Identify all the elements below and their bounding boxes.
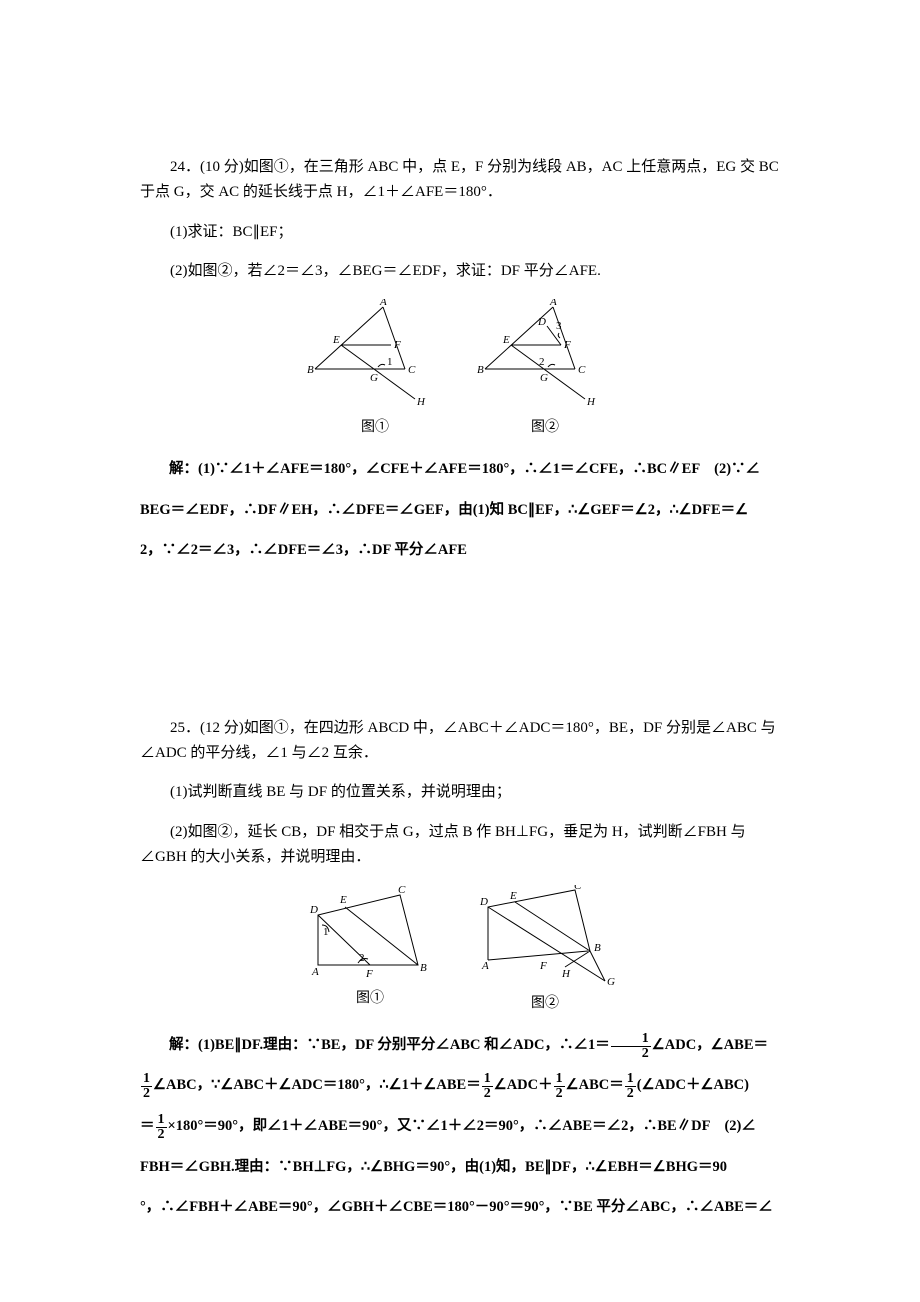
svg-text:E: E xyxy=(332,334,340,346)
q25-part1: (1)试判断直线 BE 与 DF 的位置关系，并说明理由； xyxy=(140,780,780,805)
q24-block: 24．(10 分)如图①，在三角形 ABC 中，点 E，F 分别为线段 AB，A… xyxy=(140,155,780,571)
svg-text:A: A xyxy=(481,960,489,972)
svg-text:A: A xyxy=(311,966,319,978)
svg-text:E: E xyxy=(339,894,347,906)
svg-text:F: F xyxy=(365,968,373,980)
q24-fig1-label: 图① xyxy=(361,416,389,439)
svg-text:H: H xyxy=(416,396,426,408)
q24-figure-2: A D E F B C G H 2 3 图② xyxy=(475,299,615,439)
svg-text:E: E xyxy=(509,890,517,902)
svg-text:E: E xyxy=(502,334,510,346)
q24-answer-l1: 解：(1)∵∠1＋∠AFE＝180°，∠CFE＋∠AFE＝180°，∴∠1＝∠C… xyxy=(140,449,780,490)
svg-text:C: C xyxy=(398,885,406,896)
svg-text:B: B xyxy=(477,364,484,376)
q24-figures: A E F B C G H 1 图① xyxy=(140,299,780,439)
q24-answer-l3: 2，∵∠2＝∠3，∴∠DFE＝∠3，∴DF 平分∠AFE xyxy=(140,530,780,571)
svg-text:F: F xyxy=(393,339,401,351)
svg-text:D: D xyxy=(537,316,546,328)
q25-figures: D E C A F B 1 2 图① xyxy=(140,885,780,1015)
q25-block: 25．(12 分)如图①，在四边形 ABCD 中，∠ABC＋∠ADC＝180°，… xyxy=(140,716,780,1228)
svg-text:G: G xyxy=(607,976,615,988)
q25-answer-l2: 12∠ABC，∵∠ABC＋∠ADC＝180°，∴∠1＋∠ABE＝12∠ADC＋1… xyxy=(140,1065,780,1106)
svg-text:F: F xyxy=(539,960,547,972)
svg-text:1: 1 xyxy=(387,356,393,368)
q25-fig1-label: 图① xyxy=(356,987,384,1010)
q25-answer-l4: FBH＝∠GBH.理由：∵BH⊥FG，∴∠BHG＝90°，由(1)知，BE∥DF… xyxy=(140,1147,780,1188)
svg-text:C: C xyxy=(578,364,586,376)
q24-answer: 解：(1)∵∠1＋∠AFE＝180°，∠CFE＋∠AFE＝180°，∴∠1＝∠C… xyxy=(140,449,780,571)
svg-text:G: G xyxy=(370,372,378,384)
svg-text:A: A xyxy=(549,299,557,308)
document-page: 24．(10 分)如图①，在三角形 ABC 中，点 E，F 分别为线段 AB，A… xyxy=(0,0,920,1302)
svg-text:D: D xyxy=(309,904,318,916)
svg-text:1: 1 xyxy=(323,926,329,938)
svg-text:C: C xyxy=(408,364,416,376)
q24-heading: 24．(10 分)如图①，在三角形 ABC 中，点 E，F 分别为线段 AB，A… xyxy=(140,155,780,205)
q25-heading: 25．(12 分)如图①，在四边形 ABCD 中，∠ABC＋∠ADC＝180°，… xyxy=(140,716,780,766)
svg-text:D: D xyxy=(479,896,488,908)
svg-text:3: 3 xyxy=(556,320,562,332)
q24-figure-1: A E F B C G H 1 图① xyxy=(305,299,445,439)
q25-answer: 解：(1)BE∥DF.理由：∵BE，DF 分别平分∠ABC 和∠ADC，∴∠1＝… xyxy=(140,1025,780,1228)
svg-text:B: B xyxy=(594,942,601,954)
svg-text:H: H xyxy=(586,396,596,408)
svg-text:F: F xyxy=(563,339,571,351)
q24-part1: (1)求证：BC∥EF； xyxy=(140,220,780,245)
q24-answer-l2: BEG＝∠EDF，∴DF∥EH，∴∠DFE＝∠GEF，由(1)知 BC∥EF，∴… xyxy=(140,490,780,531)
svg-text:C: C xyxy=(574,885,582,892)
svg-text:B: B xyxy=(420,962,427,974)
q25-fig2-label: 图② xyxy=(531,992,559,1015)
q25-answer-l5: °，∴∠FBH＋∠ABE＝90°，∠GBH＋∠CBE＝180°－90°＝90°，… xyxy=(140,1187,780,1228)
svg-text:A: A xyxy=(379,299,387,308)
q25-figure-2: D E C A F B H G 图② xyxy=(470,885,620,1015)
svg-text:2: 2 xyxy=(359,952,365,964)
svg-text:H: H xyxy=(561,968,571,980)
q25-figure-1: D E C A F B 1 2 图① xyxy=(300,885,440,1015)
q24-part2: (2)如图②，若∠2＝∠3，∠BEG＝∠EDF，求证：DF 平分∠AFE. xyxy=(140,259,780,284)
q25-answer-l3: ＝12×180°＝90°，即∠1＋∠ABE＝90°，又∵∠1＋∠2＝90°，∴∠… xyxy=(140,1106,780,1147)
svg-text:B: B xyxy=(307,364,314,376)
q25-part2: (2)如图②，延长 CB，DF 相交于点 G，过点 B 作 BH⊥FG，垂足为 … xyxy=(140,820,780,870)
q25-answer-l1: 解：(1)BE∥DF.理由：∵BE，DF 分别平分∠ABC 和∠ADC，∴∠1＝… xyxy=(140,1025,780,1066)
svg-text:G: G xyxy=(540,372,548,384)
q24-fig2-label: 图② xyxy=(531,416,559,439)
svg-text:2: 2 xyxy=(539,356,545,368)
